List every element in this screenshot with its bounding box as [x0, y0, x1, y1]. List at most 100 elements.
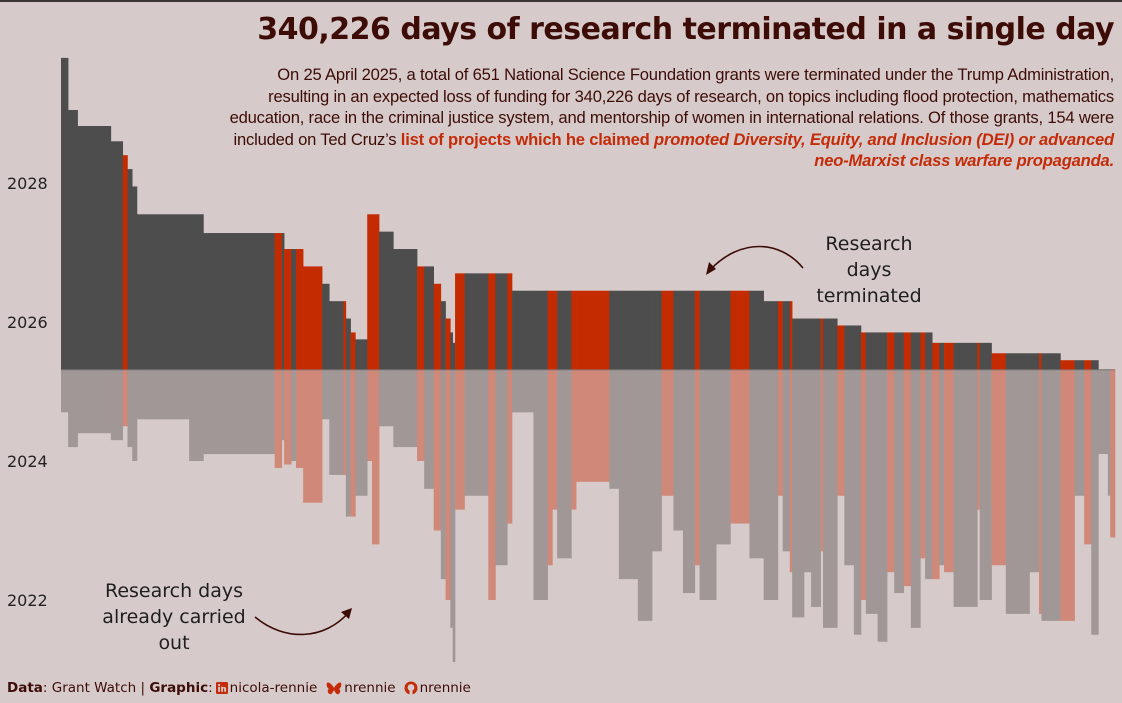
bar-terminated-cruz — [350, 332, 356, 370]
bar-completed — [450, 369, 453, 628]
github-handle[interactable]: nrennie — [419, 680, 471, 696]
bar-terminated-cruz — [789, 301, 793, 370]
bar-terminated-cruz — [417, 266, 425, 370]
bar-completed — [652, 369, 662, 552]
linkedin-icon — [215, 682, 228, 694]
bar-completed — [939, 369, 945, 566]
caption-graphic-label: Graphic — [149, 680, 209, 696]
bar-completed-cruz — [991, 369, 1007, 566]
bar-terminated — [322, 283, 330, 370]
bar-terminated — [716, 290, 731, 370]
bar-terminated — [450, 332, 453, 370]
bar-completed-cruz — [445, 369, 451, 600]
bar-terminated — [804, 318, 812, 370]
bar-completed-cruz — [367, 369, 373, 461]
bar-terminated — [345, 318, 351, 370]
bar-terminated — [512, 290, 534, 370]
bar-terminated — [203, 233, 275, 370]
bar-terminated — [1091, 360, 1099, 370]
bar-terminated-cruz — [576, 290, 610, 370]
bar-completed-cruz — [789, 369, 793, 573]
bar-terminated-cruz — [433, 283, 442, 370]
bluesky-icon — [326, 682, 342, 694]
bar-completed-cruz — [1110, 369, 1116, 538]
bar-terminated — [1029, 353, 1040, 370]
bar-terminated — [452, 342, 456, 370]
bar-completed — [1091, 369, 1099, 635]
bar-terminated — [865, 332, 878, 370]
bar-terminated — [877, 332, 888, 370]
bar-completed — [823, 369, 838, 628]
bar-completed-cruz — [274, 369, 283, 468]
bar-terminated-cruz — [274, 233, 283, 370]
bar-completed — [136, 369, 190, 420]
bar-completed-cruz — [571, 369, 577, 510]
bar-completed-cruz — [730, 369, 750, 524]
arrowhead-carried-out-icon — [341, 608, 352, 619]
bluesky-handle[interactable]: nrennie — [344, 680, 396, 696]
cruz-list-link[interactable]: list of projects which he claimed — [400, 129, 655, 149]
subtitle-text: On 25 April 2025, a total of 651 Nationa… — [229, 65, 1115, 149]
bar-terminated — [440, 301, 446, 370]
bar-terminated — [763, 301, 779, 370]
bar-terminated-cruz — [694, 290, 700, 370]
bar-completed — [345, 369, 351, 517]
bar-completed — [379, 369, 394, 427]
linkedin-handle[interactable]: nicola-rennie — [229, 680, 318, 696]
github-icon — [404, 681, 418, 695]
bar-completed-cruz — [303, 369, 323, 503]
bar-completed — [865, 369, 878, 614]
bar-completed-cruz — [343, 369, 347, 475]
bar-completed-cruz — [661, 369, 674, 496]
bar-completed — [355, 369, 368, 496]
bar-terminated — [424, 266, 434, 370]
bar-completed-cruz — [296, 369, 304, 468]
bar-completed-cruz — [944, 369, 954, 573]
bar-terminated-cruz — [445, 318, 451, 370]
bar-completed — [557, 369, 572, 559]
annotation-terminated: Research days terminated — [816, 233, 922, 307]
bar-completed — [894, 369, 905, 594]
bar-completed — [440, 369, 446, 580]
bar-completed — [749, 369, 764, 559]
bar-completed-cruz — [920, 369, 926, 559]
bar-terminated — [782, 301, 791, 370]
bar-terminated-cruz — [371, 214, 380, 370]
bar-completed — [716, 369, 731, 545]
bar-terminated-cruz — [455, 273, 465, 370]
bar-completed — [609, 369, 620, 489]
bar-terminated-cruz — [552, 290, 558, 370]
bar-completed-cruz — [887, 369, 895, 573]
bar-completed — [464, 369, 489, 496]
bar-terminated-cruz — [284, 249, 292, 370]
top-border — [0, 0, 1122, 2]
bar-terminated — [910, 332, 921, 370]
bars-group — [61, 57, 1116, 662]
bar-terminated — [823, 318, 838, 370]
caption-data-value: : Grant Watch | — [42, 680, 150, 696]
bar-completed — [811, 369, 821, 607]
bar-completed-cruz — [350, 369, 356, 517]
bar-terminated — [355, 339, 368, 370]
bar-completed-cruz — [417, 369, 425, 461]
bar-completed — [424, 369, 434, 489]
bar-completed — [1107, 369, 1111, 496]
bar-terminated — [495, 273, 508, 370]
bar-terminated — [77, 126, 112, 370]
bar-completed-cruz — [552, 369, 558, 510]
bar-completed-cruz — [977, 369, 980, 510]
bar-terminated-cruz — [991, 353, 1007, 370]
bar-completed — [291, 369, 297, 461]
bar-completed-cruz — [1084, 369, 1092, 545]
bar-terminated-cruz — [507, 273, 513, 370]
bar-terminated — [682, 290, 696, 370]
bar-completed — [533, 369, 548, 600]
bar-terminated — [132, 186, 138, 370]
bar-terminated — [61, 57, 69, 370]
bar-completed-cruz — [547, 369, 553, 566]
bar-completed — [189, 369, 204, 461]
bar-completed — [953, 369, 978, 607]
y-tick-label: 2022 — [7, 591, 48, 610]
bar-terminated-cruz — [367, 214, 373, 370]
bar-terminated — [652, 290, 662, 370]
